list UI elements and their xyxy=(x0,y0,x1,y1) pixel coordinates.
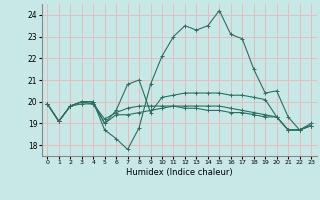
X-axis label: Humidex (Indice chaleur): Humidex (Indice chaleur) xyxy=(126,168,233,177)
